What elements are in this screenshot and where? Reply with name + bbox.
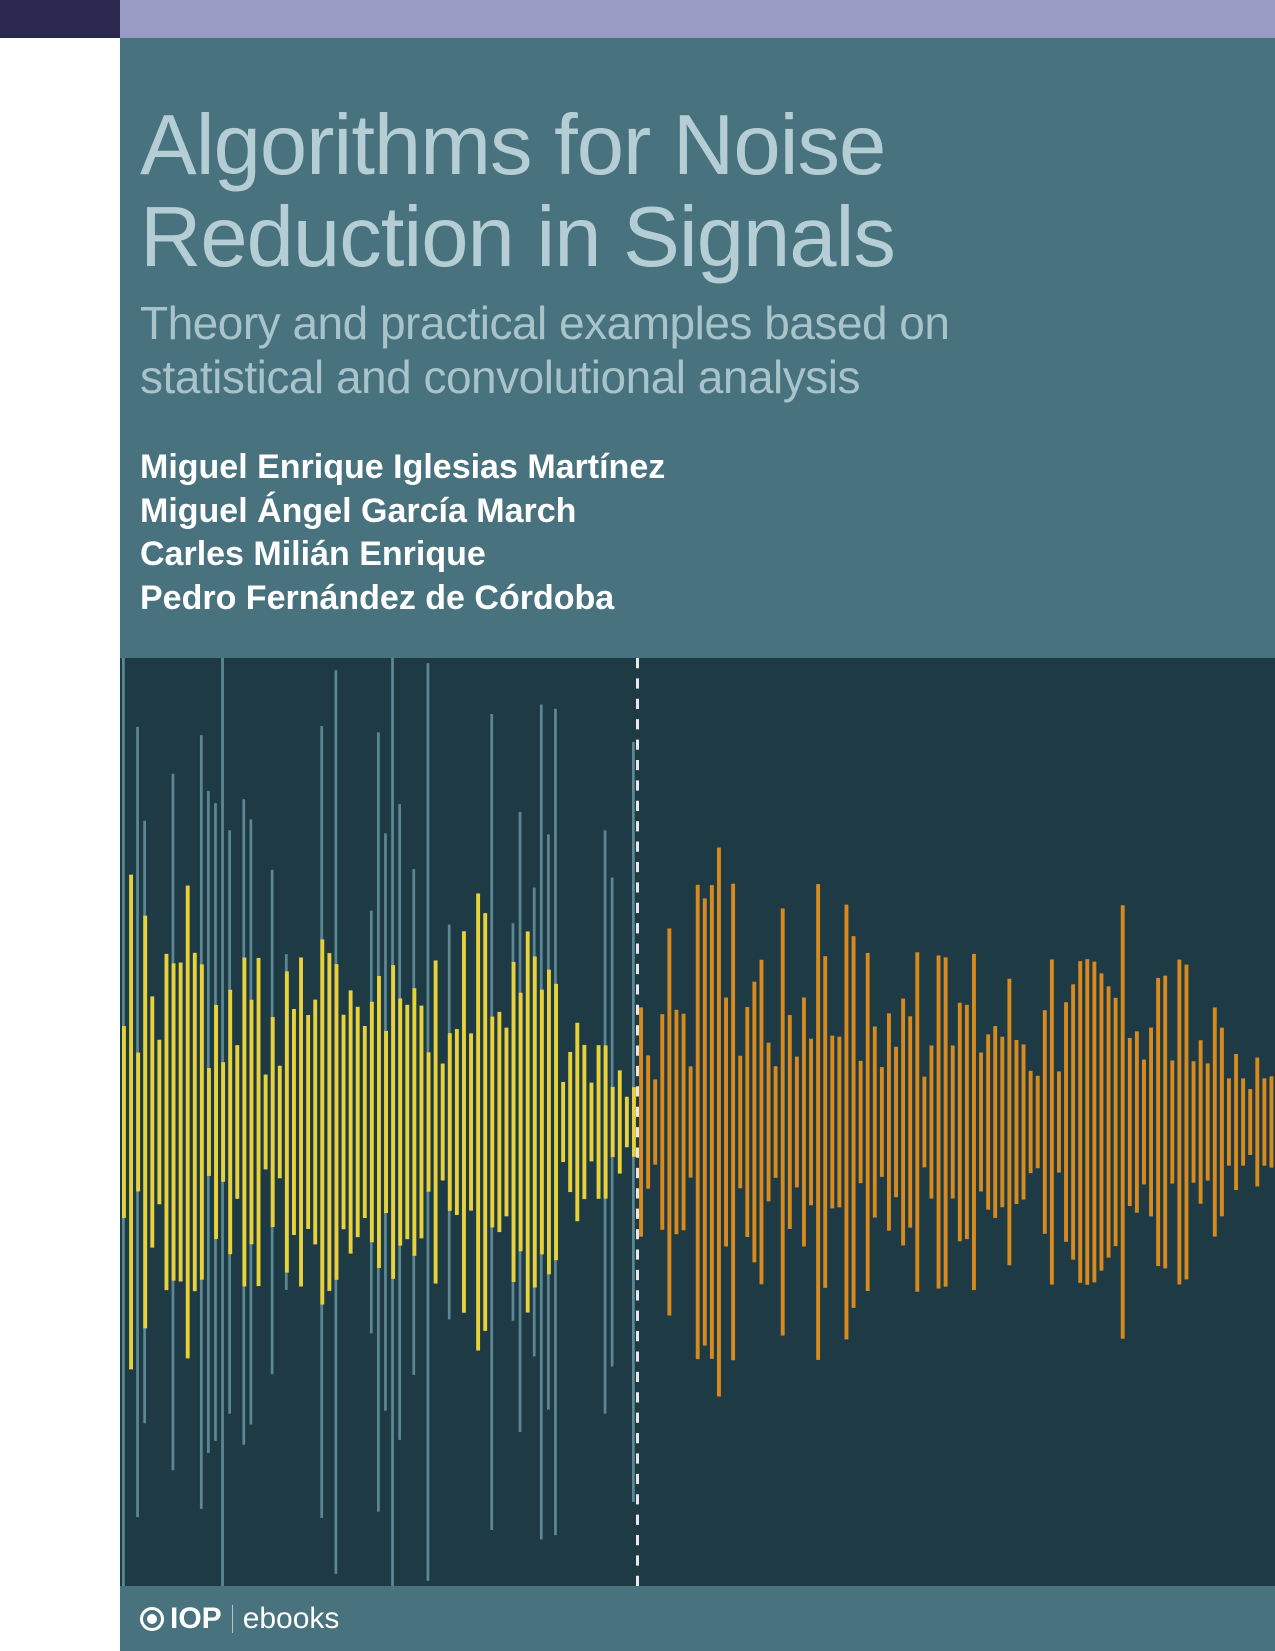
left-margin <box>0 38 120 1651</box>
iop-mark: IOP <box>140 1602 222 1636</box>
iop-circle-icon <box>140 1607 164 1631</box>
title-line-1: Algorithms for Noise <box>140 100 895 192</box>
top-bar-main <box>120 0 1275 38</box>
top-bar-accent <box>0 0 120 38</box>
author-3: Carles Milián Enrique <box>140 533 665 577</box>
authors-block: Miguel Enrique Iglesias Martínez Miguel … <box>140 446 665 620</box>
publisher-logo: IOP ebooks <box>140 1602 339 1636</box>
book-title: Algorithms for Noise Reduction in Signal… <box>140 100 895 284</box>
author-2: Miguel Ángel García March <box>140 490 665 534</box>
footer-divider <box>232 1605 233 1633</box>
footer-bar: IOP ebooks <box>120 1586 1275 1651</box>
waveform-chart <box>0 658 1275 1586</box>
book-subtitle: Theory and practical examples based on s… <box>140 296 949 405</box>
subtitle-line-1: Theory and practical examples based on <box>140 296 949 350</box>
ebooks-text: ebooks <box>243 1602 340 1636</box>
cover-main: Algorithms for Noise Reduction in Signal… <box>0 38 1275 1651</box>
subtitle-line-2: statistical and convolutional analysis <box>140 350 949 404</box>
content-area: Algorithms for Noise Reduction in Signal… <box>120 38 1275 1651</box>
author-4: Pedro Fernández de Córdoba <box>140 577 665 621</box>
top-bar <box>0 0 1275 38</box>
author-1: Miguel Enrique Iglesias Martínez <box>140 446 665 490</box>
iop-text: IOP <box>170 1602 222 1636</box>
title-line-2: Reduction in Signals <box>140 192 895 284</box>
